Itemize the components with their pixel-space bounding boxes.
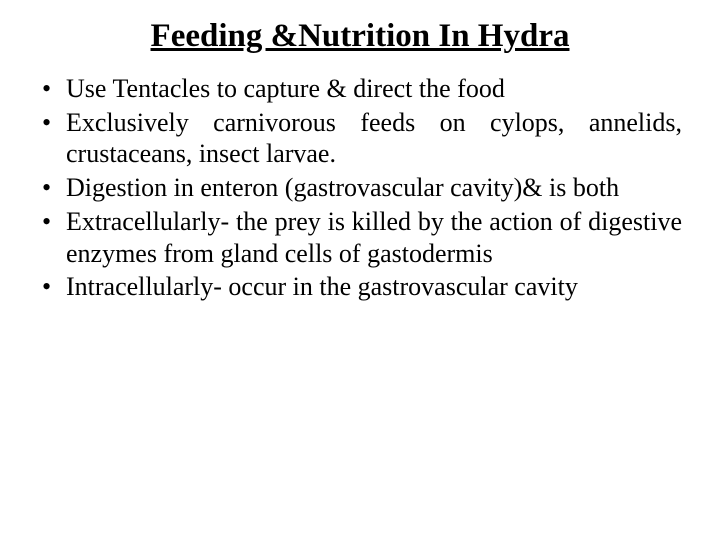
bullet-text: Use Tentacles to capture & direct the fo… [66,74,505,103]
slide-title: Feeding &Nutrition In Hydra [38,18,682,55]
list-item: Digestion in enteron (gastrovascular cav… [38,172,682,204]
bullet-text: Intracellularly- occur in the gastrovasc… [66,272,578,301]
list-item: Intracellularly- occur in the gastrovasc… [38,271,682,303]
list-item: Exclusively carnivorous feeds on cylops,… [38,107,682,170]
bullet-text: Digestion in enteron (gastrovascular cav… [66,173,619,202]
bullet-list: Use Tentacles to capture & direct the fo… [38,73,682,303]
list-item: Use Tentacles to capture & direct the fo… [38,73,682,105]
bullet-text: Extracellularly- the prey is killed by t… [66,207,682,268]
list-item: Extracellularly- the prey is killed by t… [38,206,682,269]
bullet-text: Exclusively carnivorous feeds on cylops,… [66,108,682,169]
